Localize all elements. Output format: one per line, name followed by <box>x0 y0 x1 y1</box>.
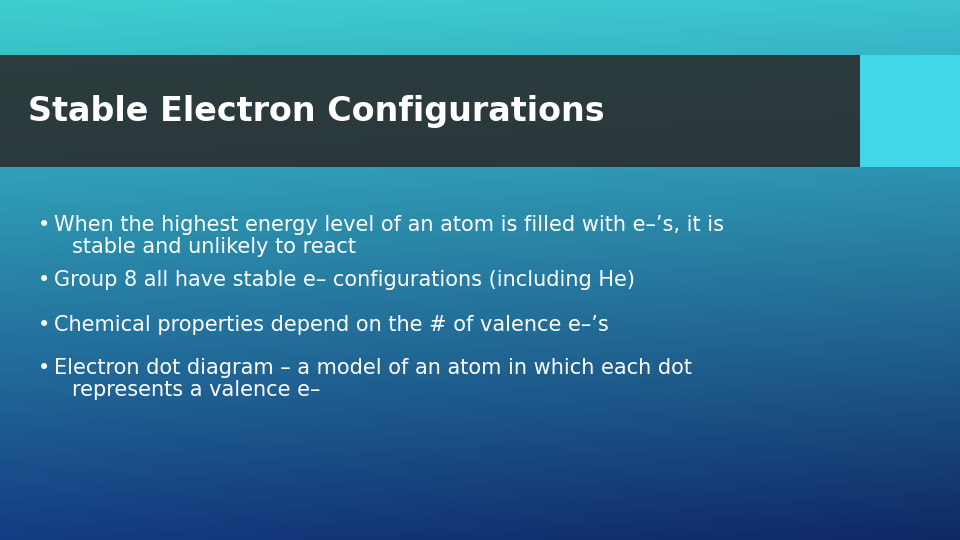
Text: Stable Electron Configurations: Stable Electron Configurations <box>28 94 605 127</box>
Text: •: • <box>38 270 50 290</box>
Bar <box>0 55 860 167</box>
Text: •: • <box>38 358 50 378</box>
Text: Group 8 all have stable e– configurations (including He): Group 8 all have stable e– configuration… <box>54 270 635 290</box>
Text: stable and unlikely to react: stable and unlikely to react <box>72 237 356 257</box>
Text: Chemical properties depend on the # of valence e–’s: Chemical properties depend on the # of v… <box>54 315 609 335</box>
Text: Electron dot diagram – a model of an atom in which each dot: Electron dot diagram – a model of an ato… <box>54 358 692 378</box>
Text: When the highest energy level of an atom is filled with e–’s, it is: When the highest energy level of an atom… <box>54 215 724 235</box>
Text: represents a valence e–: represents a valence e– <box>72 380 321 400</box>
Text: •: • <box>38 315 50 335</box>
Bar <box>860 55 960 167</box>
Text: •: • <box>38 215 50 235</box>
